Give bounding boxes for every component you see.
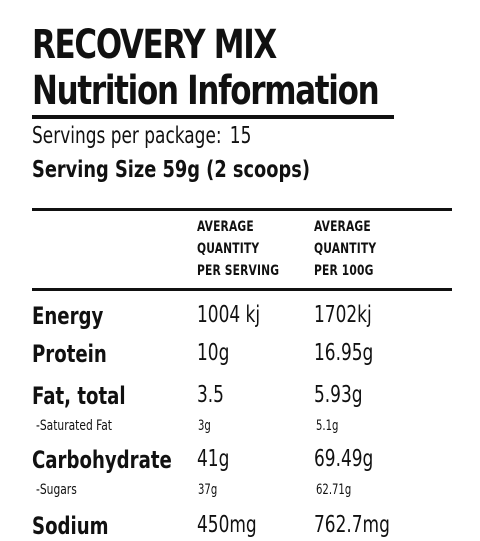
column-header-line: QUANTITY (197, 241, 260, 257)
per-100g-value: 5.1g (316, 418, 339, 434)
nutrient-label: Energy (32, 302, 104, 330)
per-serving-value: 1004 kj (197, 302, 261, 328)
nutrient-label: -Sugars (36, 482, 77, 498)
column-header-per-serving: AVERAGE QUANTITY PER SERVING (197, 216, 279, 282)
per-serving-value: 450mg (197, 512, 257, 538)
per-serving-value: 3.5 (197, 382, 224, 408)
per-serving-value: 3g (198, 418, 211, 434)
panel-title: Nutrition Information (32, 68, 380, 114)
product-name: RECOVERY MIX (32, 22, 277, 68)
per-100g-value: 16.95g (314, 340, 374, 366)
nutrient-label: Carbohydrate (32, 446, 172, 474)
nutrient-label: -Saturated Fat (36, 418, 112, 434)
column-header-line: AVERAGE (197, 219, 254, 235)
per-serving-value: 41g (197, 446, 230, 472)
servings-label: Servings per package: (32, 123, 222, 149)
servings-per-package: Servings per package: 15 (32, 122, 251, 150)
per-serving-value: 37g (198, 482, 218, 498)
per-100g-value: 5.93g (314, 382, 363, 408)
column-header-line: PER SERVING (197, 263, 280, 279)
per-100g-value: 69.49g (314, 446, 374, 472)
nutrient-label: Fat, total (32, 382, 126, 410)
title-divider (32, 115, 394, 119)
serving-size: Serving Size 59g (2 scoops) (32, 157, 310, 183)
servings-value: 15 (229, 123, 252, 149)
per-100g-value: 762.7mg (314, 512, 390, 538)
per-100g-value: 62.71g (316, 482, 352, 498)
header-divider (32, 288, 452, 291)
column-header-per-100g: AVERAGE QUANTITY PER 100G (314, 216, 376, 282)
column-header-line: QUANTITY (314, 241, 377, 257)
nutrient-label: Sodium (32, 512, 109, 540)
column-header-line: PER 100G (314, 263, 374, 279)
per-100g-value: 1702kj (314, 302, 372, 328)
column-header-line: AVERAGE (314, 219, 371, 235)
serving-divider (32, 208, 452, 211)
nutrient-label: Protein (32, 340, 107, 368)
per-serving-value: 10g (197, 340, 230, 366)
